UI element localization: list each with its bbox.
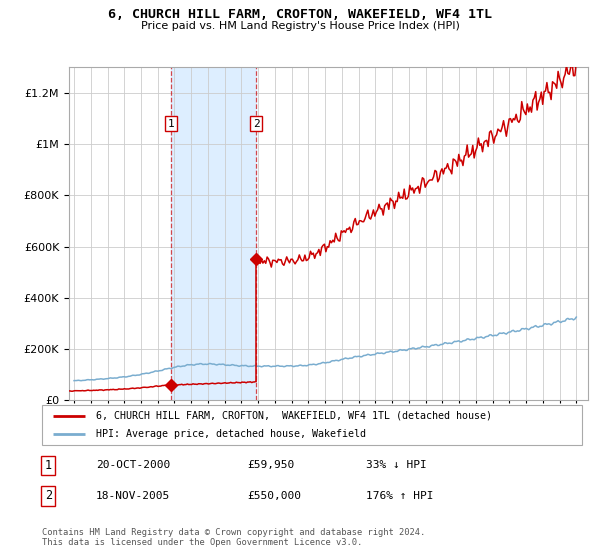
Bar [171,67,256,400]
Text: £550,000: £550,000 [247,491,301,501]
Text: 18-NOV-2005: 18-NOV-2005 [96,491,170,501]
Text: Price paid vs. HM Land Registry's House Price Index (HPI): Price paid vs. HM Land Registry's House … [140,21,460,31]
Text: 1: 1 [167,119,175,129]
Text: £59,950: £59,950 [247,460,295,470]
Text: 20-OCT-2000: 20-OCT-2000 [96,460,170,470]
Text: HPI: Average price, detached house, Wakefield: HPI: Average price, detached house, Wake… [96,430,366,439]
Text: Contains HM Land Registry data © Crown copyright and database right 2024.
This d: Contains HM Land Registry data © Crown c… [42,528,425,548]
Text: 2: 2 [45,489,52,502]
Text: 33% ↓ HPI: 33% ↓ HPI [366,460,427,470]
Text: 6, CHURCH HILL FARM, CROFTON,  WAKEFIELD, WF4 1TL (detached house): 6, CHURCH HILL FARM, CROFTON, WAKEFIELD,… [96,411,492,421]
Text: 6, CHURCH HILL FARM, CROFTON, WAKEFIELD, WF4 1TL: 6, CHURCH HILL FARM, CROFTON, WAKEFIELD,… [108,8,492,21]
Text: 1: 1 [45,459,52,472]
Text: 2: 2 [253,119,259,129]
Text: 176% ↑ HPI: 176% ↑ HPI [366,491,433,501]
FancyBboxPatch shape [42,405,582,445]
